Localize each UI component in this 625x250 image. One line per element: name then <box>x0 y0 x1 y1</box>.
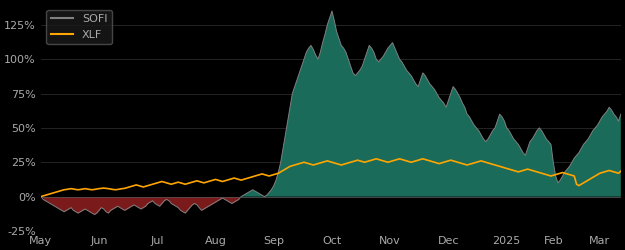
Legend: SOFI, XLF: SOFI, XLF <box>46 10 112 44</box>
